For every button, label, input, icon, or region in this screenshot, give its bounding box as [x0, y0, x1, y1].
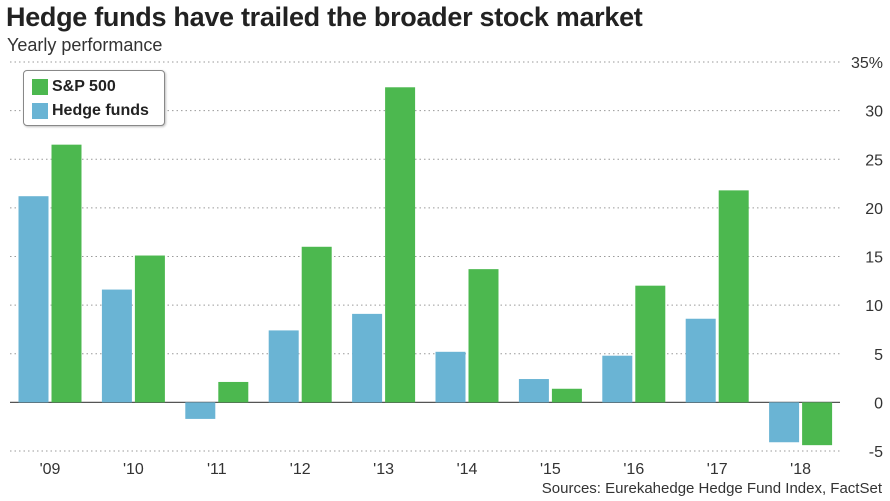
x-tick-label: '16 — [623, 461, 644, 478]
chart-legend: S&P 500 Hedge funds — [23, 70, 165, 126]
legend-label-sp500: S&P 500 — [52, 78, 116, 95]
y-tick-label: 15 — [865, 250, 883, 267]
bar-sp500 — [301, 246, 332, 403]
bar-hedge-funds — [352, 313, 383, 403]
bar-hedge-funds — [435, 351, 466, 403]
bar-hedge-funds — [101, 289, 132, 403]
y-tick-label: -5 — [869, 444, 883, 461]
legend-item-hedge-funds: Hedge funds — [32, 99, 156, 123]
legend-swatch-hedge-funds — [32, 103, 48, 119]
bar-sp500 — [468, 269, 499, 403]
y-tick-label: 0 — [874, 395, 883, 412]
x-tick-label: '09 — [40, 461, 61, 478]
bar-sp500 — [218, 381, 249, 403]
y-tick-label: 35% — [851, 55, 883, 72]
source-note: Sources: Eurekahedge Hedge Fund Index, F… — [541, 480, 882, 497]
x-tick-label: '18 — [790, 461, 811, 478]
x-tick-label: '13 — [373, 461, 394, 478]
y-tick-label: 30 — [865, 104, 883, 121]
legend-label-hedge-funds: Hedge funds — [52, 102, 149, 119]
y-tick-label: 10 — [865, 298, 883, 315]
bar-sp500 — [635, 285, 666, 403]
x-tick-label: '15 — [540, 461, 561, 478]
bar-sp500 — [551, 388, 582, 403]
bar-hedge-funds — [769, 402, 800, 443]
bar-sp500 — [385, 87, 416, 403]
bar-hedge-funds — [685, 318, 716, 403]
bar-sp500 — [134, 255, 165, 403]
x-tick-label: '12 — [290, 461, 311, 478]
x-tick-label: '10 — [123, 461, 144, 478]
bar-sp500 — [51, 144, 82, 403]
y-tick-label: 5 — [874, 347, 883, 364]
x-tick-label: '17 — [707, 461, 728, 478]
legend-swatch-sp500 — [32, 79, 48, 95]
bar-hedge-funds — [602, 355, 633, 403]
x-tick-label: '11 — [207, 461, 227, 478]
bar-hedge-funds — [268, 330, 299, 403]
bar-sp500 — [718, 190, 749, 403]
bar-sp500 — [802, 402, 833, 446]
chart-title: Hedge funds have trailed the broader sto… — [6, 2, 643, 32]
y-tick-label: 20 — [865, 201, 883, 218]
legend-item-sp500: S&P 500 — [32, 75, 156, 99]
y-tick-label: 25 — [865, 152, 883, 169]
bar-hedge-funds — [518, 379, 549, 403]
bar-hedge-funds — [18, 196, 49, 403]
x-tick-label: '14 — [457, 461, 478, 478]
chart-subtitle: Yearly performance — [7, 35, 163, 55]
bar-hedge-funds — [185, 402, 216, 419]
